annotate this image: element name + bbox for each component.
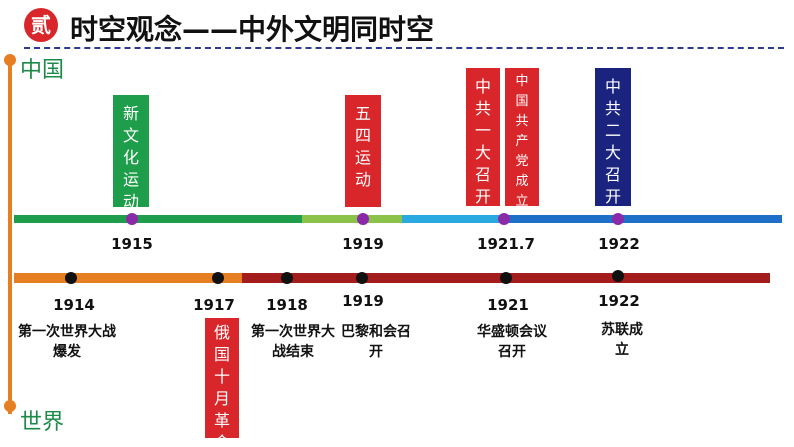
world-year-1922: 1922 [598,292,640,310]
world-dot-1914 [65,272,77,284]
vertical-axis-bottom-cap [4,400,16,412]
world-event-ww1-start: 第一次世界大战爆发 [18,324,116,360]
china-year-1919: 1919 [342,235,384,253]
event-label-may-fourth: 五四运动 [354,104,371,189]
world-dot-1922 [612,270,624,282]
china-dot-1922 [612,213,624,225]
world-year-1921: 1921 [487,296,529,314]
world-dot-1917 [212,272,224,284]
china-bar-segment-blue [502,215,782,223]
world-event-paris-conference: 巴黎和会召开 [341,324,411,360]
world-dot-1921 [500,272,512,284]
event-box-may-fourth: 五四运动 [345,95,381,207]
world-year-1917: 1917 [193,296,235,314]
event-box-first-congress: 中共一大召开 [466,68,500,206]
world-dot-1918 [281,272,293,284]
event-box-cpc-founded: 中国共产党成立 [505,68,539,209]
world-bar-segment-orange [14,273,242,283]
world-year-1914: 1914 [53,296,95,314]
world-dot-1919 [356,272,368,284]
section-badge: 贰 [24,8,58,42]
event-box-second-congress: 中共二大召开 [595,68,631,206]
china-dot-1915 [126,213,138,225]
china-year-1922: 1922 [598,235,640,253]
event-label-new-culture: 新文化运动 [122,104,139,211]
event-label-cpc-founded: 中国共产党成立 [515,74,529,209]
title-dashed-divider [24,47,784,49]
china-dot-1919 [357,213,369,225]
event-label-october-revolution: 俄国十月革命 [213,323,230,447]
china-dot-1921 [498,213,510,225]
china-bar-segment-green [14,215,302,223]
event-box-new-culture: 新文化运动 [113,95,149,211]
page-title: 时空观念——中外文明同时空 [70,13,435,46]
vertical-axis-top-cap [4,54,16,66]
event-box-october-revolution: 俄国十月革命 [205,318,239,447]
china-year-1915: 1915 [111,235,153,253]
event-label-first-congress: 中共一大召开 [474,77,491,206]
event-label-second-congress: 中共二大召开 [604,77,621,206]
world-event-ww1-end: 第一次世界大战结束 [251,324,335,360]
world-year-1918: 1918 [266,296,308,314]
world-event-ussr-founded: 苏联成立 [601,322,643,358]
world-year-1919: 1919 [342,292,384,310]
vertical-axis [8,60,12,414]
axis-label-china: 中国 [20,58,65,83]
china-bar-segment-lightblue [402,215,502,223]
world-event-washington-conference: 华盛顿会议召开 [477,324,547,360]
china-year-1921-7: 1921.7 [477,235,535,253]
axis-label-world: 世界 [20,410,65,435]
china-bar-segment-lightgreen [302,215,402,223]
